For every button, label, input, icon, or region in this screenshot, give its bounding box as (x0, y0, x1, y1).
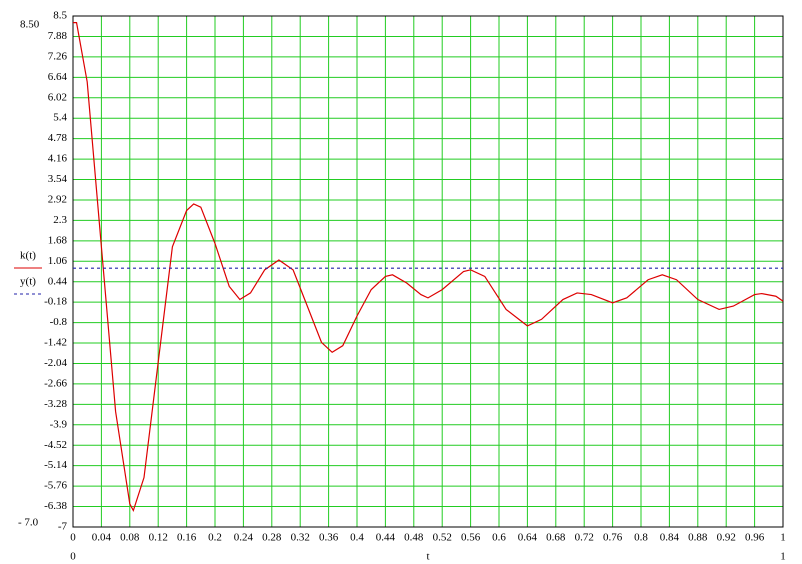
y-tick-label: -4.52 (44, 439, 67, 451)
y-tick-label: -3.9 (50, 418, 68, 430)
x-axis-label: t (426, 551, 429, 563)
y-tick-label: 6.64 (48, 71, 68, 83)
y-tick-label: -1.42 (44, 337, 67, 349)
y-tick-label: 4.16 (48, 153, 68, 165)
y-tick-label: 6.02 (48, 91, 67, 103)
y-tick-label: 7.88 (48, 30, 68, 42)
x-tick-label: 0.96 (745, 532, 765, 544)
x-tick-label: 0.2 (208, 532, 222, 544)
y-tick-label: -0.18 (44, 296, 67, 308)
y-tick-label: 0.44 (48, 275, 68, 287)
x-tick-label: 0.44 (376, 532, 396, 544)
x-tick-label: 0.08 (120, 532, 140, 544)
x-tick-label: 0.28 (262, 532, 282, 544)
plot-frame (72, 15, 784, 528)
y-tick-label: -2.66 (44, 377, 67, 389)
y-tick-label: -5.76 (44, 480, 67, 492)
y-tick-label: 3.54 (48, 173, 68, 185)
y-min-label: - 7.0 (18, 517, 39, 529)
y-tick-label: 1.68 (48, 234, 68, 246)
y-tick-label: -6.38 (44, 500, 67, 512)
x-tick-label: 0.36 (319, 532, 339, 544)
x-tick-label: 0.12 (149, 532, 168, 544)
x-tick-label: 0.72 (575, 532, 594, 544)
x-tick-label: 0.56 (461, 532, 481, 544)
x-tick-label: 0.88 (688, 532, 708, 544)
x-tick-label: 0.68 (546, 532, 566, 544)
x-tick-label: 0.4 (350, 532, 364, 544)
series-line (73, 21, 784, 513)
x-tick-label: 0.52 (433, 532, 452, 544)
x-tick-label: 0.92 (717, 532, 736, 544)
y-max-label: 8.50 (20, 19, 40, 31)
x-tick-label: 0 (70, 532, 76, 544)
x-max-label: 1 (780, 551, 786, 563)
y-tick-label: -2.04 (44, 357, 67, 369)
y-tick-label: 5.4 (53, 112, 67, 124)
y-tick-label: -7 (58, 521, 68, 533)
legend-label: k(t) (20, 250, 36, 262)
y-tick-label: -0.8 (50, 316, 68, 328)
x-tick-label: 0.6 (492, 532, 506, 544)
y-tick-label: 7.26 (48, 50, 68, 62)
x-tick-label: 0.48 (404, 532, 424, 544)
x-tick-label: 0.04 (92, 532, 112, 544)
y-tick-label: 1.06 (48, 255, 68, 267)
y-tick-label: 2.3 (53, 214, 67, 226)
legend-label: y(t) (20, 276, 36, 288)
y-tick-label: -5.14 (44, 459, 67, 471)
y-tick-label: 2.92 (48, 193, 67, 205)
x-min-label: 0 (70, 551, 76, 563)
x-tick-label: 0.76 (603, 532, 623, 544)
y-tick-label: 8.5 (53, 10, 67, 22)
x-tick-label: 0.32 (291, 532, 310, 544)
x-tick-label: 1 (780, 532, 786, 544)
y-tick-label: 4.78 (48, 132, 68, 144)
x-tick-label: 0.24 (234, 532, 254, 544)
y-tick-label: -3.28 (44, 398, 67, 410)
x-tick-label: 0.16 (177, 532, 197, 544)
x-tick-label: 0.64 (518, 532, 538, 544)
x-tick-label: 0.8 (634, 532, 648, 544)
x-tick-label: 0.84 (660, 532, 680, 544)
